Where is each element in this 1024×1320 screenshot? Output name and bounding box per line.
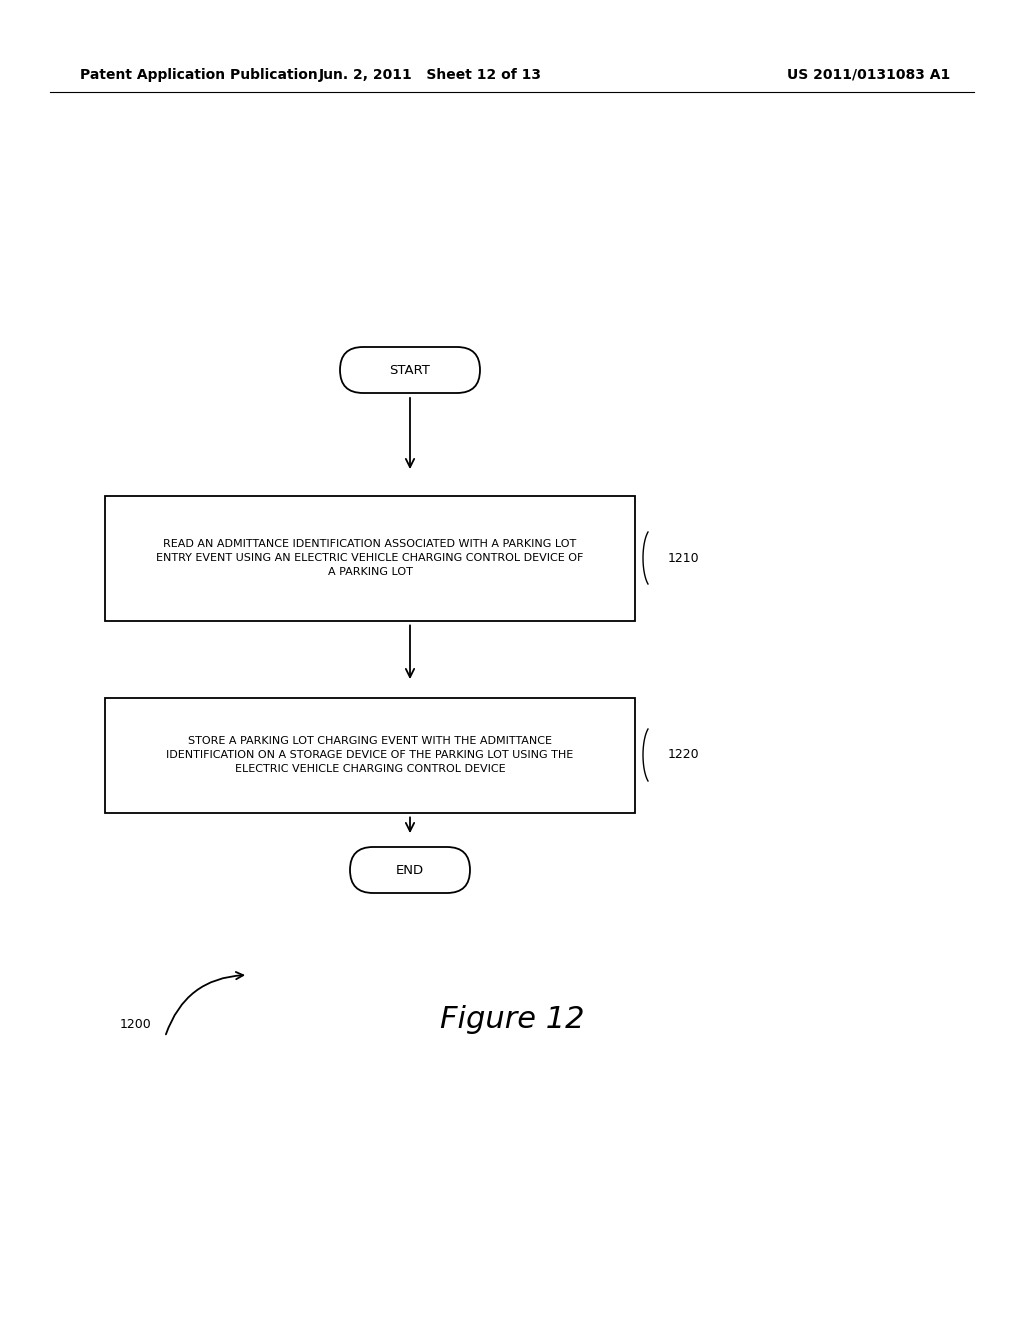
- Text: 1210: 1210: [668, 552, 699, 565]
- Text: 1200: 1200: [120, 1019, 152, 1031]
- Text: Figure 12: Figure 12: [439, 1006, 585, 1035]
- Text: Jun. 2, 2011   Sheet 12 of 13: Jun. 2, 2011 Sheet 12 of 13: [318, 69, 542, 82]
- Text: STORE A PARKING LOT CHARGING EVENT WITH THE ADMITTANCE
IDENTIFICATION ON A STORA: STORE A PARKING LOT CHARGING EVENT WITH …: [166, 737, 573, 774]
- Text: START: START: [389, 363, 430, 376]
- Text: 1220: 1220: [668, 748, 699, 762]
- Bar: [105, 697, 635, 813]
- Text: Patent Application Publication: Patent Application Publication: [80, 69, 317, 82]
- Text: US 2011/0131083 A1: US 2011/0131083 A1: [786, 69, 950, 82]
- Bar: [105, 495, 635, 620]
- Text: READ AN ADMITTANCE IDENTIFICATION ASSOCIATED WITH A PARKING LOT
ENTRY EVENT USIN: READ AN ADMITTANCE IDENTIFICATION ASSOCI…: [157, 539, 584, 577]
- Text: END: END: [396, 863, 424, 876]
